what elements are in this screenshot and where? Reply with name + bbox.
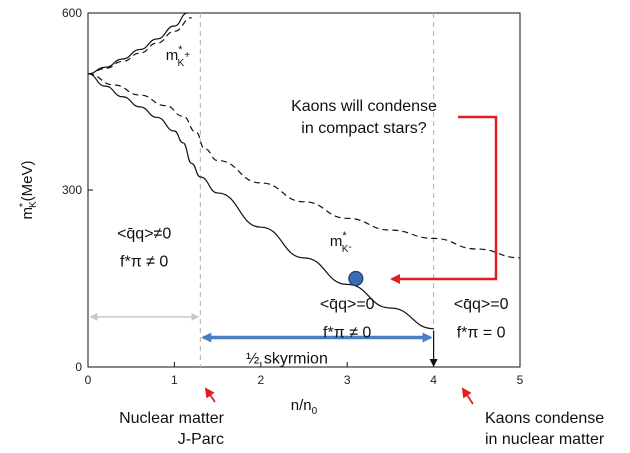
region-notes: <q̄q>≠0 f*π ≠ 0 <q̄q>=0 f*π ≠ 0 <q̄q>=0 … <box>117 225 509 341</box>
condense-bracket-arrow <box>390 115 498 284</box>
region-note-1-line2: f*π ≠ 0 <box>120 254 168 271</box>
question-line-2: in compact stars? <box>301 120 426 137</box>
x-tick-label: 1 <box>171 373 178 387</box>
nuclear-matter-arrow <box>204 387 216 403</box>
region-note-3-line2: f*π = 0 <box>457 325 506 342</box>
curve-label-k-plus-base: m <box>166 47 179 64</box>
curve-label-k-plus: m* K+ <box>166 44 190 69</box>
curve-label-k-minus-base: m <box>330 233 343 250</box>
y-tick-label: 600 <box>62 6 82 20</box>
series-line <box>87 12 188 75</box>
question-line-1: Kaons will condense <box>291 98 437 115</box>
nuclear-matter-label: Nuclear matter <box>119 410 225 427</box>
region-note-3-line1: <q̄q>=0 <box>454 296 509 313</box>
in-nuclear-matter-label: in nuclear matter <box>485 431 605 448</box>
x-axis-label: n/n0 <box>291 397 318 417</box>
range-arrows <box>89 312 433 343</box>
kaons-condense-arrow <box>461 387 474 405</box>
region-note-2-line1: <q̄q>=0 <box>320 296 375 313</box>
axis-ticks: 0 1 2 3 4 5 0 300 600 <box>62 6 524 387</box>
plot-frame <box>87 12 521 368</box>
condensation-point-marker <box>348 270 364 287</box>
kaons-condense-label: Kaons condense <box>485 410 604 427</box>
skyrmion-label: ½ skyrmion <box>246 351 328 368</box>
svg-text:m*K-: m* K- <box>330 230 352 255</box>
svg-text:m*K+: m* K+ <box>166 44 190 69</box>
region-note-2-line2: f*π ≠ 0 <box>323 325 371 342</box>
curve-label-k-minus: m* K- <box>330 230 352 255</box>
x-tick-label: 0 <box>85 373 92 387</box>
y-axis-label: m*K(MeV) <box>18 161 39 220</box>
series-group <box>87 12 521 330</box>
x-tick-label: 2 <box>257 373 264 387</box>
x-tick-label: 3 <box>344 373 351 387</box>
region-note-1-line1: <q̄q>≠0 <box>117 225 171 242</box>
plot-area <box>87 12 521 368</box>
series-line <box>87 73 434 330</box>
j-parc-label: J-Parc <box>178 431 224 448</box>
reference-lines <box>199 13 435 367</box>
x-tick-label: 5 <box>517 373 524 387</box>
y-tick-label: 0 <box>75 360 82 374</box>
x-tick-label: 4 <box>430 373 437 387</box>
y-tick-label: 300 <box>62 183 82 197</box>
